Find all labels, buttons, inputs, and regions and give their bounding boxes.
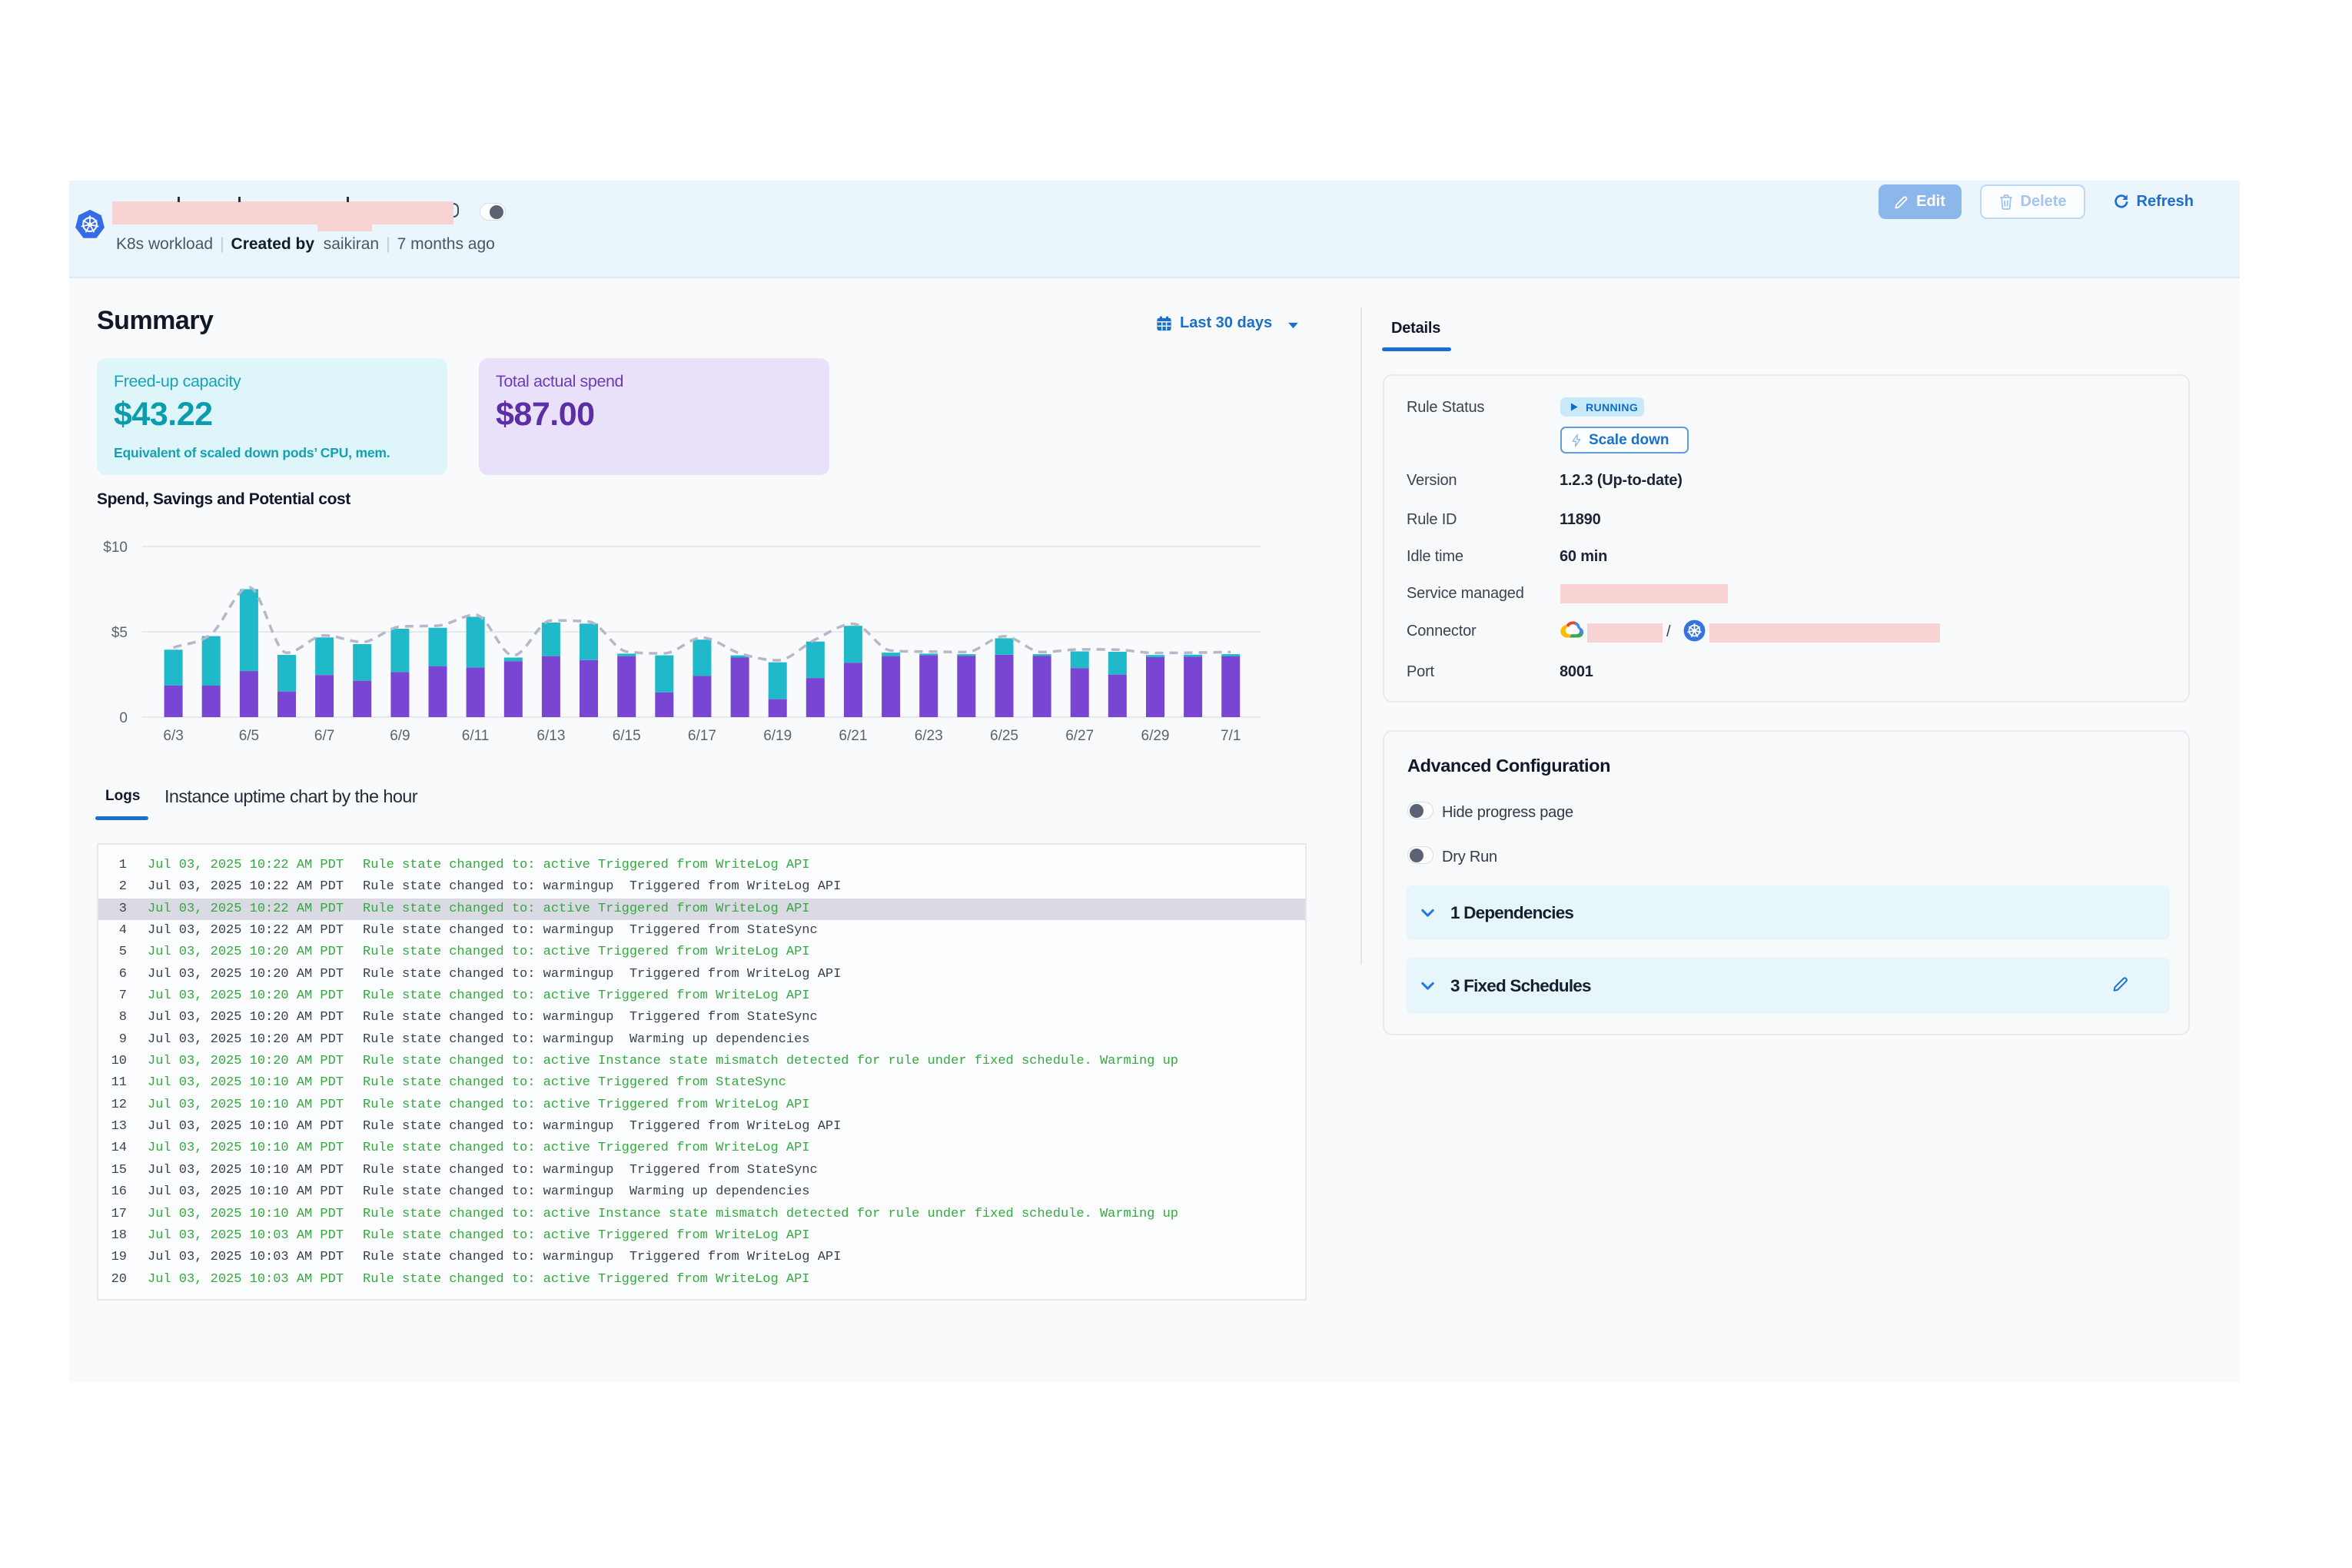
svg-text:6/15: 6/15: [613, 728, 641, 744]
svg-text:$5: $5: [111, 625, 128, 641]
svg-text:$10: $10: [103, 540, 128, 556]
svg-text:6/9: 6/9: [390, 728, 410, 744]
svg-text:6/23: 6/23: [915, 728, 943, 744]
svg-text:6/3: 6/3: [163, 728, 183, 744]
svg-text:6/25: 6/25: [990, 728, 1018, 744]
svg-text:6/27: 6/27: [1065, 728, 1094, 744]
svg-text:6/19: 6/19: [763, 728, 792, 744]
svg-text:6/21: 6/21: [839, 728, 867, 744]
svg-text:7/1: 7/1: [1221, 728, 1241, 744]
svg-text:6/17: 6/17: [688, 728, 716, 744]
svg-text:6/5: 6/5: [239, 728, 259, 744]
svg-text:6/11: 6/11: [462, 728, 490, 744]
svg-text:6/29: 6/29: [1141, 728, 1170, 744]
svg-text:6/13: 6/13: [537, 728, 565, 744]
svg-text:6/7: 6/7: [314, 728, 334, 744]
svg-text:0: 0: [119, 710, 128, 726]
